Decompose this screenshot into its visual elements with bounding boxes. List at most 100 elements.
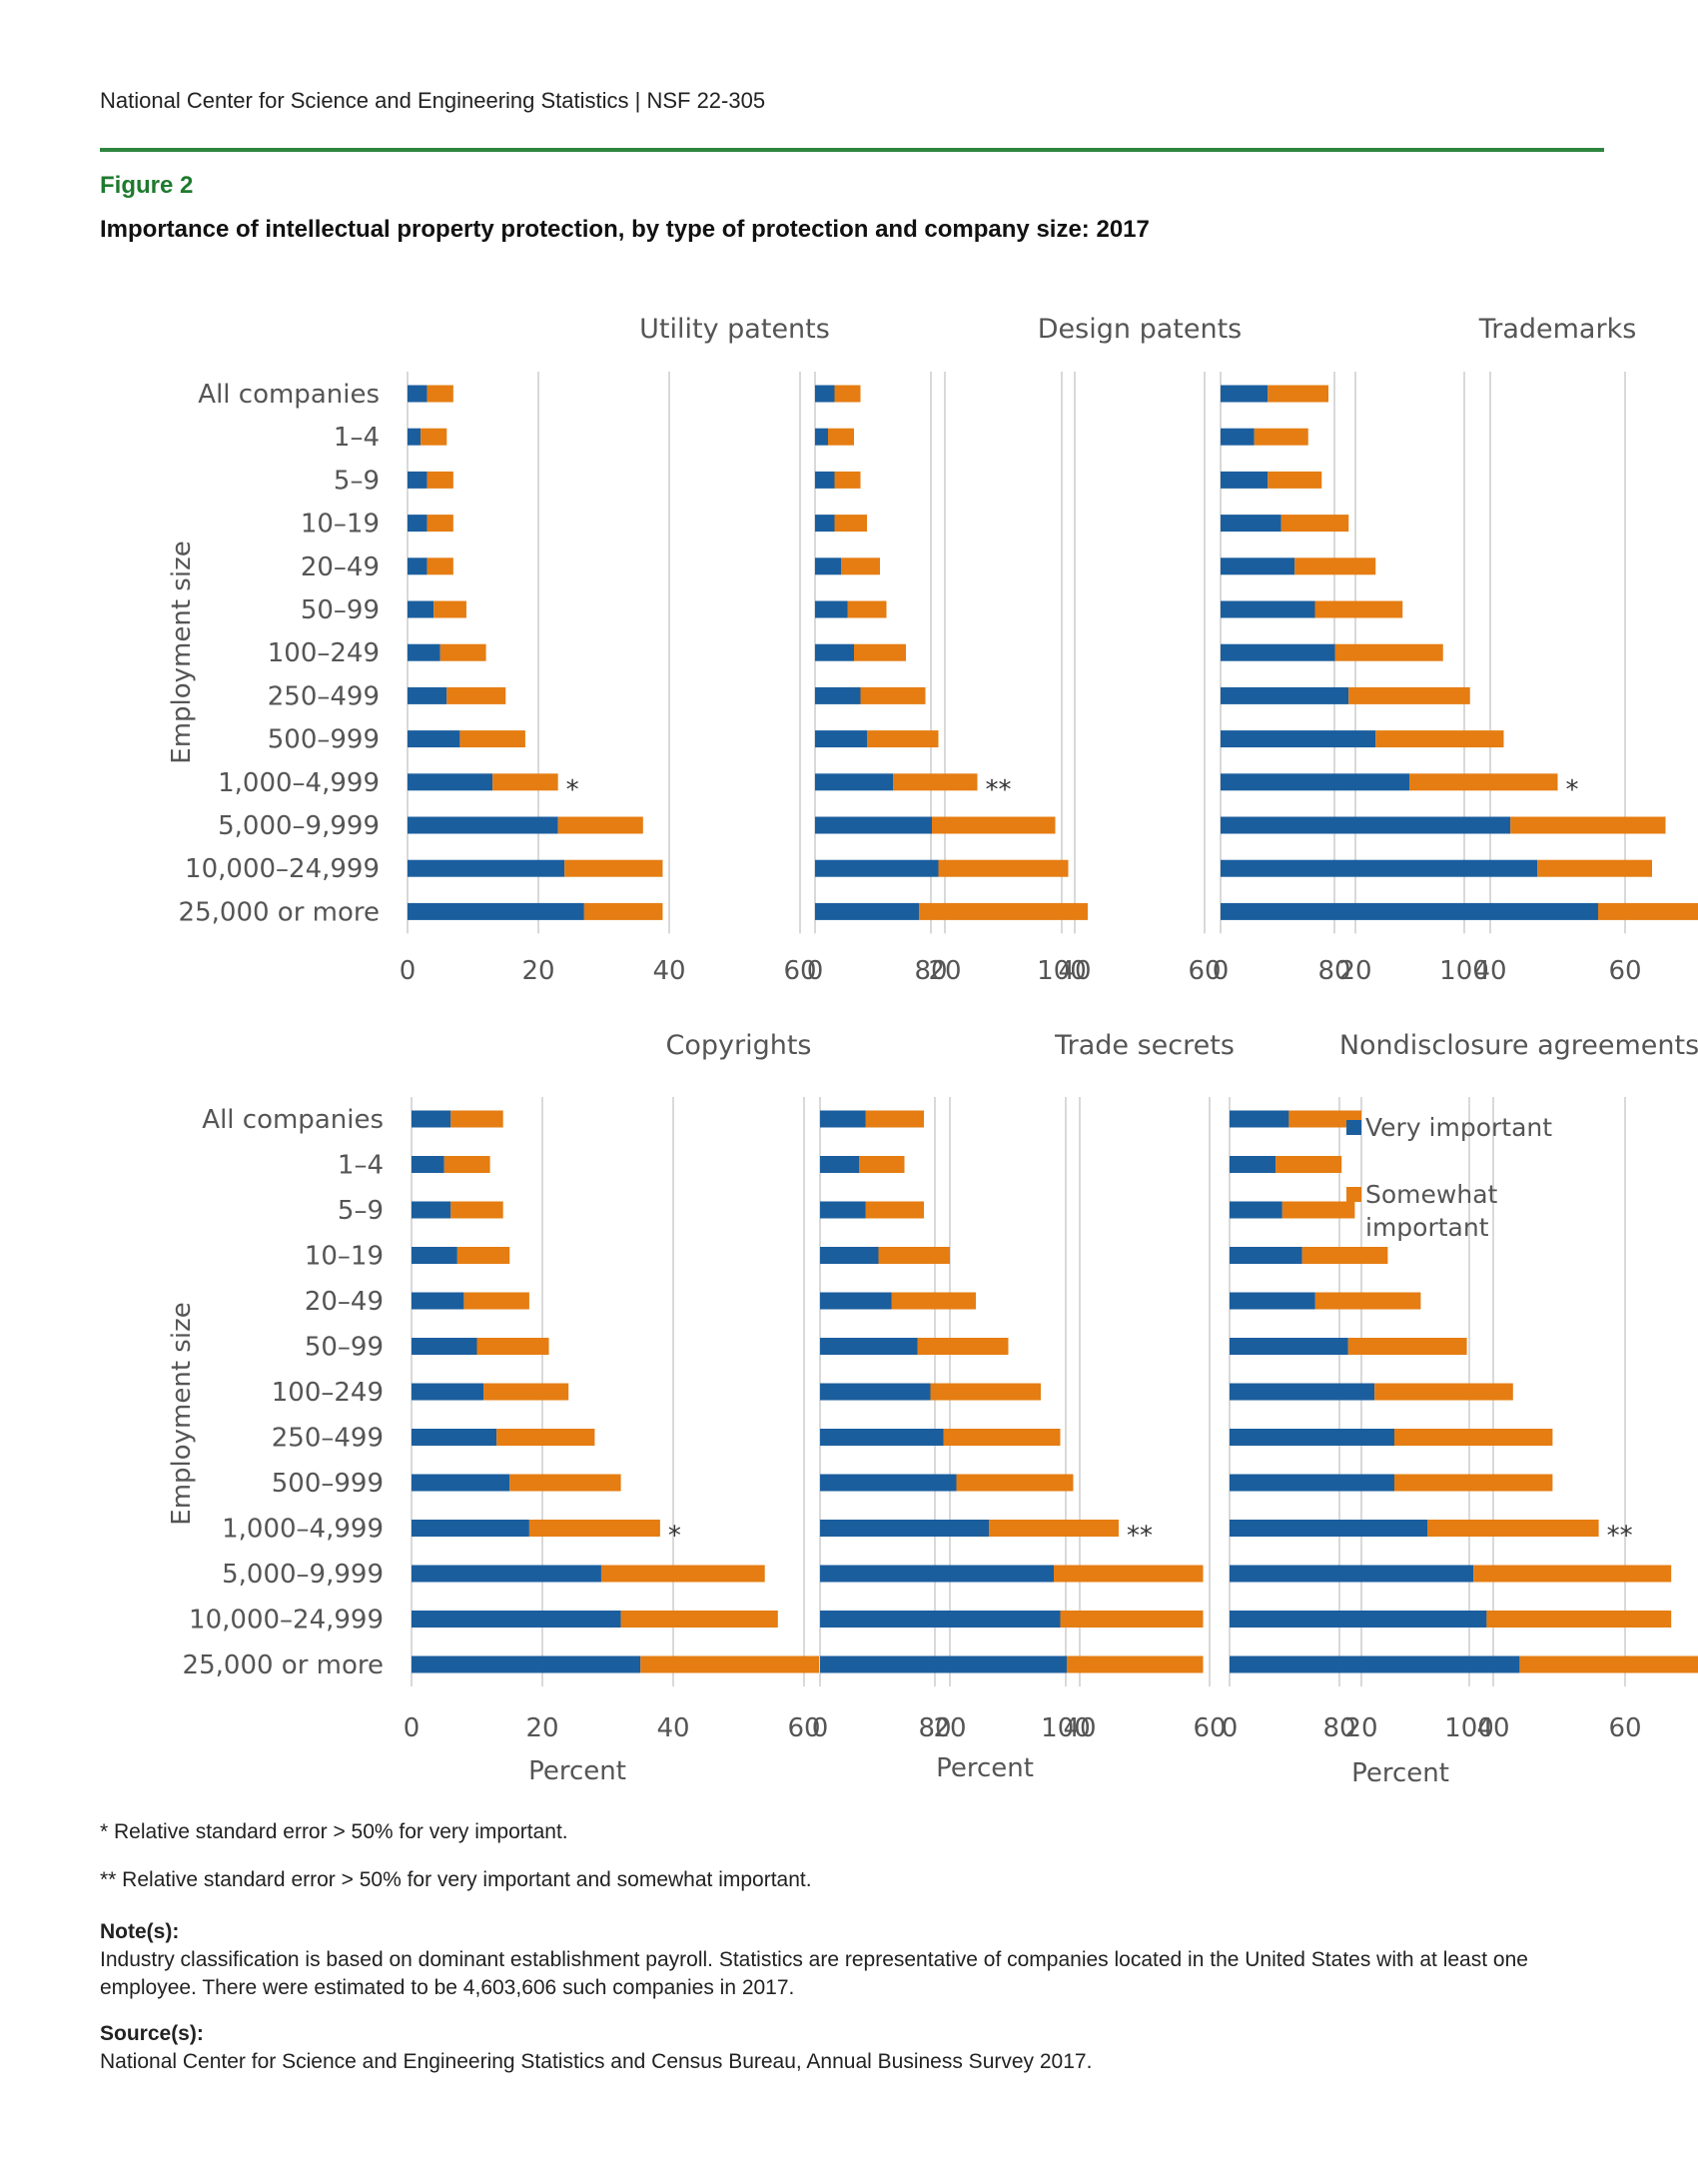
category-label: 10–19	[305, 1242, 384, 1272]
bar-very-important	[815, 385, 835, 403]
bar-very-important	[408, 859, 565, 877]
bar-somewhat-important	[1280, 515, 1349, 533]
bar-somewhat-important	[1281, 1201, 1355, 1219]
category-label: 1,000–4,999	[218, 768, 380, 798]
bar-somewhat-important	[1537, 859, 1652, 877]
bar-very-important	[815, 600, 848, 618]
x-axis-label: Percent	[528, 1756, 626, 1786]
source-text: National Center for Science and Engineer…	[100, 2050, 1093, 2073]
bar-somewhat-important	[893, 773, 978, 791]
bar-very-important	[1230, 1201, 1282, 1219]
bar-very-important	[815, 557, 841, 575]
y-axis-label: Employment size	[167, 541, 197, 763]
category-label: 250–499	[272, 1424, 384, 1454]
category-label: 10,000–24,999	[189, 1606, 384, 1636]
legend-label-somewhat-important-line2: important	[1365, 1213, 1489, 1242]
bar-very-important	[1221, 643, 1335, 661]
panel-title: Utility patents	[639, 314, 830, 345]
bar-somewhat-important	[1427, 1520, 1599, 1537]
bar-very-important	[820, 1383, 931, 1401]
bar-very-important	[412, 1383, 484, 1401]
bar-somewhat-important	[943, 1429, 1061, 1446]
bar-somewhat-important	[620, 1611, 778, 1628]
source-heading: Source(s):	[100, 2022, 204, 2045]
bar-very-important	[1230, 1520, 1427, 1537]
bar-somewhat-important	[456, 1247, 510, 1264]
bar-very-important	[1230, 1110, 1289, 1128]
footnote-single-asterisk: * Relative standard error > 50% for very…	[100, 1820, 568, 1843]
bar-somewhat-important	[496, 1429, 595, 1446]
significance-marker: **	[1127, 1522, 1153, 1552]
bar-somewhat-important	[463, 1292, 529, 1310]
x-tick-label: 40	[1063, 1713, 1096, 1743]
x-tick-label: 100	[1439, 956, 1489, 986]
bar-somewhat-important	[1598, 902, 1698, 920]
category-label: 500–999	[268, 725, 380, 755]
bar-very-important	[1221, 428, 1255, 446]
x-axis-label: Percent	[936, 1753, 1034, 1783]
bar-very-important	[815, 686, 861, 704]
bar-very-important	[412, 1201, 451, 1219]
bar-somewhat-important	[1409, 773, 1558, 791]
bar-very-important	[815, 471, 835, 489]
panel-title: Copyrights	[666, 1030, 812, 1061]
bar-very-important	[408, 557, 427, 575]
bar-very-important	[408, 471, 427, 489]
x-tick-label: 20	[521, 956, 554, 986]
bar-somewhat-important	[841, 557, 880, 575]
bar-somewhat-important	[1519, 1655, 1698, 1673]
bar-very-important	[412, 1520, 529, 1537]
bar-somewhat-important	[867, 730, 939, 748]
bar-somewhat-important	[476, 1338, 549, 1355]
bar-very-important	[820, 1655, 1067, 1673]
category-label: 1–4	[334, 423, 380, 453]
bar-somewhat-important	[828, 428, 854, 446]
category-label: 10–19	[301, 510, 380, 540]
panel-title: Nondisclosure agreements	[1339, 1030, 1698, 1061]
bar-very-important	[1221, 773, 1409, 791]
bar-very-important	[815, 428, 828, 446]
bar-somewhat-important	[932, 816, 1056, 834]
category-label: 25,000 or more	[183, 1650, 384, 1680]
category-label: All companies	[202, 1105, 384, 1135]
bar-very-important	[408, 816, 558, 834]
bar-somewhat-important	[989, 1520, 1119, 1537]
category-label: 100–249	[268, 638, 380, 668]
bar-somewhat-important	[930, 1383, 1041, 1401]
bar-very-important	[820, 1110, 866, 1128]
bar-very-important	[815, 859, 939, 877]
bar-very-important	[1230, 1655, 1520, 1673]
bar-very-important	[1230, 1565, 1474, 1583]
x-tick-label: 0	[404, 1713, 421, 1743]
bar-somewhat-important	[834, 385, 861, 403]
x-tick-label: 0	[1222, 1713, 1239, 1743]
bar-very-important	[815, 816, 932, 834]
bar-somewhat-important	[564, 859, 663, 877]
x-tick-label: 60	[787, 1713, 820, 1743]
bar-somewhat-important	[1375, 730, 1504, 748]
footnote-double-asterisk: ** Relative standard error > 50% for ver…	[100, 1868, 812, 1891]
bar-somewhat-important	[1394, 1474, 1553, 1492]
bar-somewhat-important	[1473, 1565, 1672, 1583]
bar-somewhat-important	[433, 600, 466, 618]
bar-very-important	[1221, 859, 1538, 877]
bar-somewhat-important	[1060, 1611, 1204, 1628]
bar-very-important	[408, 773, 493, 791]
bar-very-important	[820, 1156, 859, 1173]
significance-marker: *	[668, 1522, 681, 1552]
bar-very-important	[1230, 1338, 1348, 1355]
bar-somewhat-important	[1486, 1611, 1672, 1628]
bar-somewhat-important	[859, 1156, 905, 1173]
bar-somewhat-important	[1275, 1156, 1342, 1173]
y-axis-label: Employment size	[167, 1302, 197, 1525]
bar-very-important	[815, 730, 867, 748]
bar-very-important	[1230, 1383, 1375, 1401]
bar-very-important	[815, 773, 893, 791]
category-label: 100–249	[272, 1378, 384, 1408]
bar-somewhat-important	[1347, 1338, 1467, 1355]
bar-very-important	[820, 1429, 944, 1446]
bar-somewhat-important	[1394, 1429, 1553, 1446]
category-label: 5,000–9,999	[222, 1560, 384, 1590]
bar-somewhat-important	[1334, 643, 1443, 661]
category-label: 500–999	[272, 1469, 384, 1499]
